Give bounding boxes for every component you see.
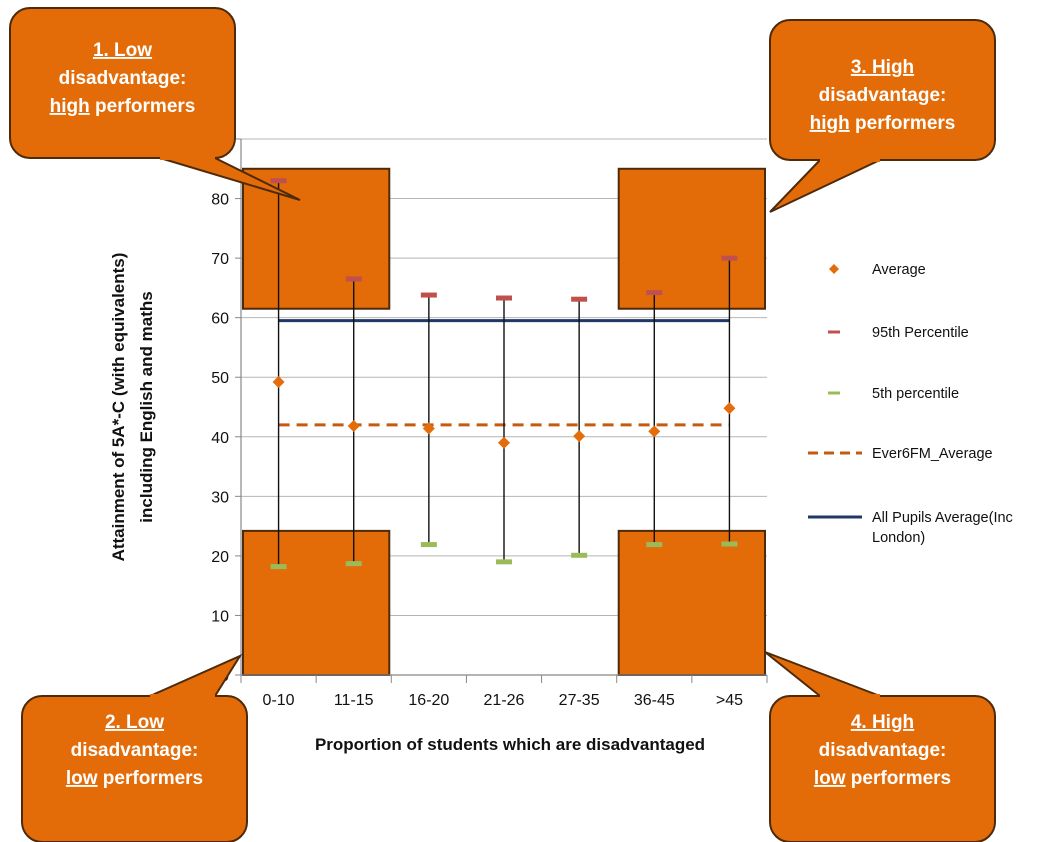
p95-marker [270, 178, 287, 184]
callout-text-line: disadvantage: [819, 85, 947, 106]
y-tick-label: 60 [211, 311, 229, 328]
x-tick-label: 21-26 [484, 692, 525, 709]
average-marker [498, 436, 510, 449]
legend-label: Average [872, 262, 926, 278]
x-tick-label: 27-35 [559, 692, 600, 709]
callout-text-line: disadvantage: [59, 68, 187, 89]
average-marker [272, 375, 285, 388]
plot-series [270, 178, 738, 570]
callout-bubble [21, 695, 248, 842]
p5-marker [496, 559, 512, 565]
callout-q3: 3. High disadvantage: high performers [769, 19, 996, 213]
p5-marker [345, 561, 362, 567]
y-tick-label: 80 [211, 192, 229, 209]
p95-marker [496, 295, 512, 301]
x-tick-label: 0-10 [263, 692, 295, 709]
legend-label: All Pupils Average(Inc London) [872, 510, 1013, 546]
callout-pointer [769, 159, 881, 213]
y-tick-label: 50 [211, 370, 229, 387]
callout-text-line: high performers [810, 113, 956, 134]
callout-text-line: high performers [50, 96, 196, 117]
callout-text-line: 3. High [851, 57, 914, 78]
callout-text-line: 4. High [851, 712, 914, 733]
average-marker [723, 402, 736, 415]
x-tick-label: 11-15 [334, 692, 374, 709]
callout-q1: 1. Low disadvantage: high performers [9, 7, 301, 201]
p95-marker [420, 292, 437, 298]
callout-bubble [769, 695, 996, 842]
callout-text-line: disadvantage: [819, 740, 947, 761]
average-marker [422, 422, 435, 435]
p5-marker [270, 564, 287, 570]
x-tick-label: >45 [716, 692, 743, 709]
callout-q4: 4. High disadvantage: low performers [764, 651, 996, 842]
p5-marker [646, 542, 663, 548]
legend-percentile-marker [828, 330, 840, 334]
callout-bubble [9, 7, 236, 159]
y-tick-label: 70 [211, 251, 229, 268]
average-marker [648, 425, 661, 438]
legend-percentile-marker [828, 391, 840, 395]
y-tick-label: 20 [211, 549, 229, 566]
legend: Average 95th Percentile 5th percentile Ever… [808, 262, 1013, 546]
p95-marker [345, 276, 362, 282]
legend-label: 95th Percentile [872, 325, 969, 341]
callout-pointer [764, 651, 881, 697]
legend-label: Ever6FM_Average [872, 446, 993, 462]
y-axis-label: including English and maths [137, 291, 156, 522]
callout-text-line: low performers [66, 768, 203, 789]
p5-marker [420, 542, 437, 548]
callouts: 1. Low disadvantage: high performers 2. Low… [9, 7, 996, 842]
average-marker [347, 420, 360, 433]
p95-marker [721, 255, 738, 261]
quadrant-box-q4 [617, 529, 767, 676]
p5-marker [571, 552, 588, 558]
callout-text-line: 2. Low [105, 712, 164, 733]
quadrant-boxes [242, 167, 767, 676]
legend-average-marker [829, 264, 839, 274]
p5-marker [721, 541, 738, 547]
legend-label: 5th percentile [872, 386, 959, 402]
callout-text-line: disadvantage: [71, 740, 199, 761]
x-tick-label: 36-45 [634, 692, 675, 709]
callout-pointer [149, 653, 243, 697]
x-axis-label: Proportion of students which are disadva… [315, 735, 705, 754]
x-tick-label: 16-20 [408, 692, 449, 709]
y-tick-label: 40 [211, 430, 229, 447]
p95-marker [646, 290, 663, 296]
y-tick-label: 30 [211, 489, 229, 506]
average-marker [573, 430, 586, 443]
quadrant-box-q2 [242, 529, 391, 676]
callout-q2: 2. Low disadvantage: low performers [21, 653, 248, 842]
callout-text-line: low performers [814, 768, 951, 789]
quadrant-box-q1 [242, 167, 391, 310]
axes: 01020304050607080900-1011-1516-2021-2627… [109, 132, 768, 754]
p95-marker [571, 296, 588, 302]
quadrant-box-q3 [617, 167, 767, 310]
y-axis-label: Attainment of 5A*-C (with equivalents) [109, 253, 128, 562]
y-tick-label: 10 [211, 608, 229, 625]
callout-text-line: 1. Low [93, 40, 152, 61]
callout-bubble [769, 19, 996, 161]
